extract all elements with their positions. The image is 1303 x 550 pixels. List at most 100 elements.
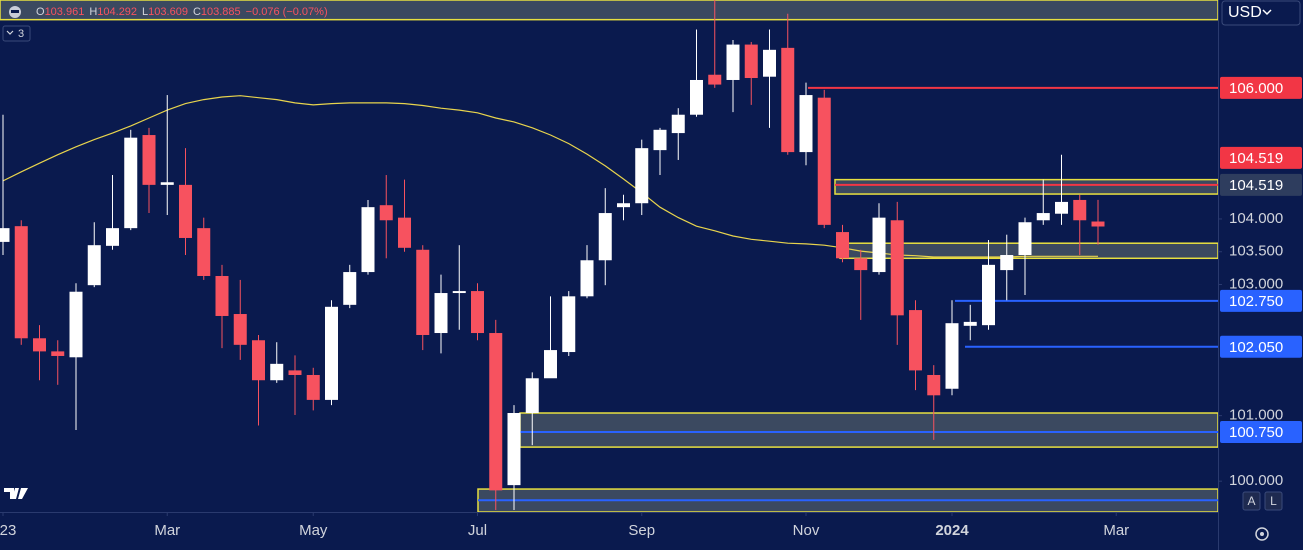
candle-body: [562, 296, 576, 353]
y-tick-label: 103.000: [1229, 275, 1283, 292]
scale-button-label: A: [1247, 494, 1255, 508]
candle-body: [617, 203, 630, 208]
candle-body: [1018, 222, 1032, 256]
level-label-box: [1220, 146, 1302, 169]
level-label-box: [1220, 335, 1302, 358]
candle-body: [909, 310, 922, 371]
zone: [0, 0, 1218, 21]
candle-body: [927, 374, 941, 396]
candle-body: [836, 232, 849, 259]
x-tick-label: May: [299, 522, 328, 539]
indicator-toggle[interactable]: [2, 25, 31, 42]
y-tick-label: 100.000: [1229, 472, 1283, 489]
ohlc-value: 103.961: [45, 6, 85, 18]
level-label: 102.750: [1229, 293, 1283, 310]
candle-body: [854, 258, 868, 271]
symbol-icon-mark: [11, 10, 19, 13]
candle-body: [635, 148, 649, 204]
level-label-box: [1220, 421, 1302, 444]
x-tick-label: 23: [0, 522, 16, 539]
candle-body: [763, 49, 776, 77]
price-marker-box: [1220, 173, 1302, 196]
candle-body: [781, 47, 795, 153]
candle-body: [544, 350, 557, 379]
settings-icon[interactable]: [1255, 527, 1269, 541]
candle-body: [708, 74, 722, 85]
candle-body: [744, 44, 758, 79]
candle-body: [233, 314, 247, 345]
candle-body: [33, 338, 46, 352]
x-tick-label: Mar: [154, 522, 180, 539]
plot-area: [0, 0, 1218, 512]
price-marker-label: 104.519: [1229, 177, 1283, 194]
candle-body: [343, 272, 357, 305]
ohlc-value: 103.609: [148, 6, 188, 18]
candle-body: [106, 228, 119, 246]
candle-body: [1055, 201, 1068, 214]
scale-button-label: L: [1270, 494, 1277, 508]
logo: [4, 488, 28, 499]
candle-body: [671, 114, 685, 134]
level-label-box: [1220, 289, 1302, 312]
candle-body: [252, 340, 265, 381]
y-tick-label: 103.500: [1229, 243, 1283, 260]
scale-button[interactable]: [1242, 491, 1261, 511]
ohlc-label: H: [89, 6, 97, 18]
ohlc-value: 103.885: [201, 6, 241, 18]
ohlc-label: O: [36, 6, 45, 18]
candle-body: [726, 44, 740, 80]
x-tick-label: Mar: [1103, 522, 1129, 539]
ohlc-label: C: [193, 6, 201, 18]
level-label: 102.050: [1229, 339, 1283, 356]
candle-body: [197, 228, 211, 276]
candle-body: [963, 321, 977, 326]
candle-body: [361, 207, 375, 273]
candle-body: [872, 217, 886, 273]
candle-body: [69, 291, 83, 358]
currency-button[interactable]: [1221, 0, 1301, 26]
x-tick-label: 2024: [935, 522, 969, 539]
candle-body: [580, 260, 594, 297]
settings-icon-center: [1260, 532, 1264, 536]
candle-body: [1091, 221, 1105, 227]
x-tick-label: Sep: [628, 522, 655, 539]
candle-body: [945, 323, 959, 389]
moving-average: [2, 95, 1098, 258]
candle-body: [471, 291, 484, 334]
candle-body: [124, 137, 138, 229]
candle-body: [598, 213, 612, 261]
candle-body: [306, 374, 320, 400]
level-label: 106.000: [1229, 80, 1283, 97]
candle-body: [398, 217, 411, 248]
axes: 104.000 103.500 103.000 101.000 100.000 106.0…: [0, 76, 1302, 539]
zone: [834, 178, 1218, 195]
zone: [519, 412, 1218, 448]
candle-body: [890, 220, 904, 316]
scale-button[interactable]: [1264, 491, 1283, 511]
candle-body: [653, 129, 667, 151]
candle-body: [179, 184, 192, 238]
candle-body: [525, 378, 539, 414]
ohlc-label: L: [142, 6, 148, 18]
level-label: 104.519: [1229, 150, 1283, 167]
candle-body: [489, 333, 503, 491]
candle-body: [416, 249, 430, 335]
currency-label: USD: [1228, 4, 1262, 21]
indicator-count: 3: [18, 28, 24, 40]
level-label: 100.750: [1229, 424, 1283, 441]
candle-body: [215, 275, 229, 316]
y-tick-label: 104.000: [1229, 210, 1283, 227]
currency-chevron: [1262, 9, 1272, 16]
candle-body: [142, 135, 156, 185]
candle-body: [434, 293, 448, 334]
candle-body: [982, 264, 995, 326]
level-label-box: [1220, 76, 1302, 99]
candle-body: [14, 226, 28, 339]
candle-body: [288, 370, 302, 375]
change: −0.076 (−0.07%): [246, 6, 328, 18]
x-tick-label: Jul: [468, 522, 487, 539]
